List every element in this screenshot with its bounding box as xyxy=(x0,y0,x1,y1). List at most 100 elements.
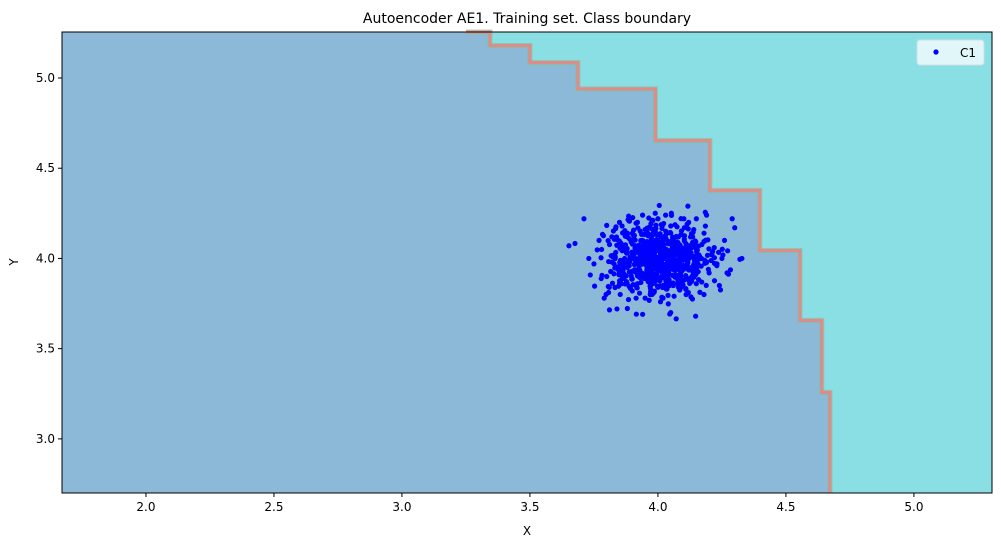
data-point xyxy=(679,253,685,259)
data-point xyxy=(672,222,678,228)
data-point xyxy=(619,223,625,229)
data-point xyxy=(608,253,614,259)
data-point xyxy=(631,232,637,239)
x-axis-label: X xyxy=(523,524,531,538)
data-point xyxy=(693,313,699,319)
data-point xyxy=(682,245,688,251)
plot-frame xyxy=(61,31,993,494)
data-point xyxy=(638,237,644,244)
y-tick-label: 4.5 xyxy=(36,161,55,175)
data-point xyxy=(652,210,658,216)
data-point xyxy=(629,276,635,282)
data-point xyxy=(704,252,711,258)
data-point xyxy=(685,203,691,209)
data-point xyxy=(729,216,735,222)
data-point xyxy=(638,279,644,286)
data-point xyxy=(678,275,684,282)
data-point xyxy=(641,231,647,237)
data-point xyxy=(591,283,598,289)
data-point xyxy=(690,263,696,269)
data-point xyxy=(626,269,632,275)
data-point xyxy=(675,251,681,257)
data-point xyxy=(626,218,632,224)
data-point xyxy=(629,252,635,258)
data-point xyxy=(696,253,703,259)
data-point xyxy=(642,295,648,301)
data-point xyxy=(626,263,632,269)
data-point xyxy=(689,296,696,302)
data-point xyxy=(652,276,658,282)
legend: C1 xyxy=(916,39,985,66)
data-point xyxy=(606,307,613,313)
data-point xyxy=(693,271,699,277)
data-point xyxy=(663,270,669,276)
y-tick-label: 4.0 xyxy=(36,251,55,265)
data-point xyxy=(657,264,663,270)
data-point xyxy=(610,228,617,234)
data-point xyxy=(711,255,718,261)
plot-area xyxy=(62,29,992,493)
data-point xyxy=(655,216,661,222)
data-point xyxy=(654,260,661,266)
x-tick-label: 4.0 xyxy=(648,500,667,514)
y-tick-label: 3.5 xyxy=(36,342,55,356)
data-point xyxy=(627,285,634,292)
data-point xyxy=(679,281,685,287)
x-tick-label: 3.0 xyxy=(392,500,411,514)
data-point xyxy=(674,257,680,263)
data-point xyxy=(641,257,647,263)
data-point xyxy=(633,259,639,265)
data-point xyxy=(657,299,664,305)
data-point xyxy=(663,212,669,218)
data-point xyxy=(656,202,662,209)
data-point xyxy=(608,268,614,275)
data-point xyxy=(633,220,639,226)
data-point xyxy=(626,213,632,219)
data-point xyxy=(681,216,687,222)
data-point xyxy=(624,250,630,256)
data-point xyxy=(684,221,690,227)
data-point xyxy=(670,281,676,287)
data-point xyxy=(693,281,699,287)
data-point xyxy=(609,280,616,286)
data-point xyxy=(613,224,619,230)
data-point xyxy=(594,247,600,253)
data-point xyxy=(633,244,639,251)
data-point xyxy=(633,311,639,317)
data-point xyxy=(667,239,673,245)
data-point xyxy=(640,311,646,317)
data-point xyxy=(651,288,657,294)
data-point xyxy=(670,234,676,240)
data-point xyxy=(646,297,652,303)
data-point xyxy=(664,280,670,287)
data-point xyxy=(678,232,684,238)
region-inside xyxy=(62,32,830,493)
data-point xyxy=(672,239,679,245)
data-point xyxy=(646,215,652,221)
data-point xyxy=(646,263,652,269)
data-point xyxy=(624,231,631,237)
x-tick-label: 2.5 xyxy=(264,500,283,514)
data-point xyxy=(630,215,636,221)
data-point xyxy=(701,230,707,236)
data-point xyxy=(665,292,671,298)
data-point xyxy=(622,255,628,262)
data-point xyxy=(603,291,609,297)
data-point xyxy=(680,257,686,263)
data-point xyxy=(639,212,646,218)
data-point xyxy=(630,236,637,242)
data-point xyxy=(572,240,578,247)
data-point xyxy=(732,225,738,231)
data-point xyxy=(658,246,664,253)
data-point xyxy=(693,216,699,222)
legend-box xyxy=(916,39,985,66)
data-point xyxy=(620,275,626,281)
data-point xyxy=(695,243,702,249)
data-point xyxy=(673,272,679,278)
data-point xyxy=(616,219,623,225)
data-point xyxy=(677,285,683,291)
data-point xyxy=(688,231,695,237)
data-point xyxy=(685,226,691,232)
data-point xyxy=(617,291,623,298)
